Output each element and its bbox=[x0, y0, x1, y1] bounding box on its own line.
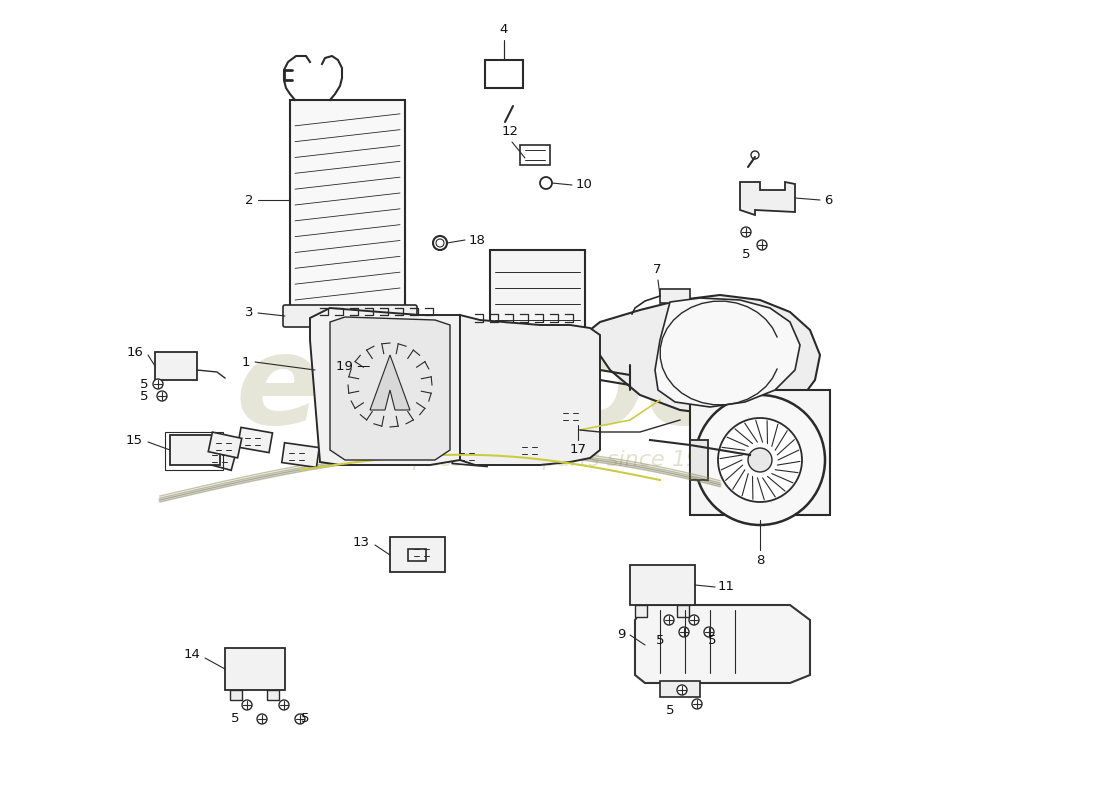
Text: 4: 4 bbox=[499, 23, 508, 36]
Circle shape bbox=[741, 227, 751, 237]
Circle shape bbox=[757, 240, 767, 250]
Text: 8: 8 bbox=[756, 554, 764, 567]
Circle shape bbox=[157, 391, 167, 401]
Text: 18: 18 bbox=[469, 234, 486, 246]
Bar bbox=[238, 427, 273, 453]
Text: 10: 10 bbox=[576, 178, 593, 191]
Bar bbox=[635, 605, 647, 617]
Circle shape bbox=[242, 700, 252, 710]
Text: 3: 3 bbox=[244, 306, 253, 319]
Bar bbox=[485, 60, 522, 88]
Polygon shape bbox=[460, 315, 600, 465]
Circle shape bbox=[679, 627, 689, 637]
Bar bbox=[557, 399, 600, 425]
Circle shape bbox=[540, 177, 552, 189]
Bar bbox=[155, 352, 197, 380]
Polygon shape bbox=[635, 605, 810, 683]
Text: 2: 2 bbox=[244, 194, 253, 206]
Circle shape bbox=[751, 151, 759, 159]
Text: europes: europes bbox=[235, 330, 805, 450]
Text: 7: 7 bbox=[652, 263, 661, 276]
Text: 12: 12 bbox=[502, 125, 518, 138]
Text: 5: 5 bbox=[300, 711, 309, 725]
Text: 17: 17 bbox=[570, 443, 586, 456]
Bar bbox=[390, 537, 446, 572]
FancyBboxPatch shape bbox=[283, 305, 417, 327]
Bar bbox=[165, 432, 223, 470]
Bar bbox=[690, 390, 830, 515]
Bar bbox=[452, 443, 488, 466]
Bar bbox=[208, 432, 242, 458]
Circle shape bbox=[436, 239, 444, 247]
Text: 5: 5 bbox=[231, 711, 240, 725]
Circle shape bbox=[384, 358, 392, 366]
Text: 9: 9 bbox=[617, 629, 625, 642]
Bar bbox=[490, 250, 585, 335]
Polygon shape bbox=[590, 295, 820, 415]
Bar bbox=[230, 690, 242, 700]
Bar bbox=[630, 565, 695, 605]
Text: 5: 5 bbox=[707, 634, 716, 646]
Circle shape bbox=[279, 700, 289, 710]
Circle shape bbox=[676, 685, 688, 695]
Text: a passion for parts since 1985: a passion for parts since 1985 bbox=[392, 450, 728, 470]
Circle shape bbox=[153, 379, 163, 389]
Bar bbox=[290, 100, 405, 310]
Circle shape bbox=[257, 714, 267, 724]
Circle shape bbox=[704, 627, 714, 637]
Polygon shape bbox=[310, 308, 460, 465]
Bar bbox=[690, 440, 708, 480]
Circle shape bbox=[362, 357, 418, 413]
Circle shape bbox=[748, 448, 772, 472]
Polygon shape bbox=[654, 298, 800, 407]
Circle shape bbox=[433, 236, 447, 250]
Circle shape bbox=[379, 354, 396, 370]
Bar bbox=[676, 605, 689, 617]
Bar bbox=[170, 435, 220, 465]
Circle shape bbox=[692, 699, 702, 709]
Text: 14: 14 bbox=[183, 649, 200, 662]
Bar bbox=[660, 289, 690, 303]
Bar bbox=[267, 690, 279, 700]
Text: 6: 6 bbox=[824, 194, 833, 206]
Text: 5: 5 bbox=[666, 703, 674, 717]
Bar bbox=[520, 145, 550, 165]
Circle shape bbox=[695, 395, 825, 525]
Text: 5: 5 bbox=[140, 378, 148, 391]
Bar bbox=[282, 442, 319, 467]
Bar bbox=[408, 549, 426, 561]
Circle shape bbox=[689, 615, 698, 625]
Bar bbox=[226, 648, 285, 690]
Bar bbox=[516, 437, 554, 459]
Polygon shape bbox=[740, 182, 795, 215]
Circle shape bbox=[718, 418, 802, 502]
Polygon shape bbox=[370, 355, 410, 410]
Polygon shape bbox=[330, 317, 450, 460]
Circle shape bbox=[295, 714, 305, 724]
Text: 15: 15 bbox=[126, 434, 143, 446]
Text: 11: 11 bbox=[718, 581, 735, 594]
Text: 5: 5 bbox=[656, 634, 664, 646]
Text: 5: 5 bbox=[741, 249, 750, 262]
Text: 16: 16 bbox=[126, 346, 143, 358]
Text: 1: 1 bbox=[242, 355, 250, 369]
Bar bbox=[660, 681, 700, 697]
Text: 13: 13 bbox=[353, 535, 370, 549]
Circle shape bbox=[664, 615, 674, 625]
Text: 19 —: 19 — bbox=[336, 359, 370, 373]
Bar bbox=[205, 446, 235, 470]
Text: 5: 5 bbox=[140, 390, 148, 402]
